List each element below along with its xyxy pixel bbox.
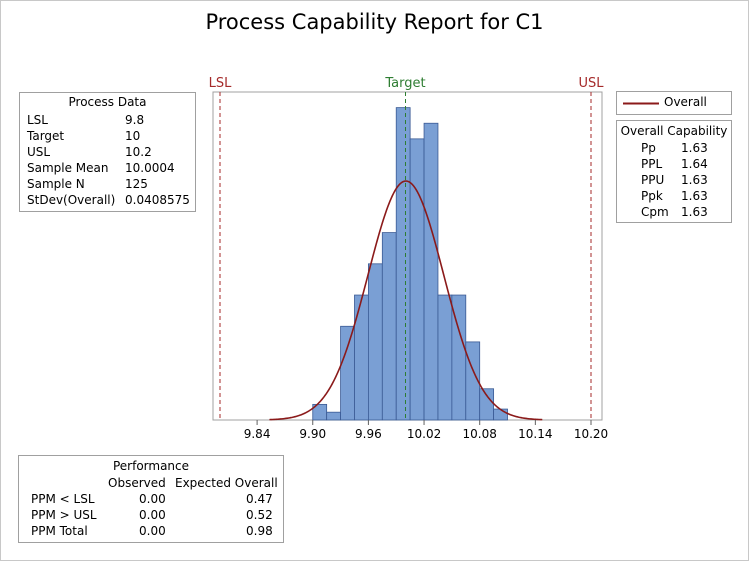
capability-label: PPL xyxy=(641,157,663,171)
process-data-heading: Process Data xyxy=(68,95,147,109)
capability-value: 1.64 xyxy=(681,157,708,171)
histogram-bar xyxy=(409,138,425,421)
performance-expected-value: 0.47 xyxy=(246,492,273,506)
performance-row-label: PPM < LSL xyxy=(31,492,95,506)
process-data-panel: Process Data LSL 9.8 Target 10 USL 10.2 Sam… xyxy=(19,92,196,212)
histogram-bar xyxy=(395,107,411,421)
histogram-bar xyxy=(367,263,383,421)
process-data-value: 10.0004 xyxy=(125,161,175,175)
performance-row-label: PPM > USL xyxy=(31,508,97,522)
performance-row-label: PPM Total xyxy=(31,524,88,538)
reference-label-lsl: LSL xyxy=(209,76,232,91)
capability-label: Pp xyxy=(641,141,656,155)
performance-observed-value: 0.00 xyxy=(139,524,166,538)
process-data-label: LSL xyxy=(27,113,48,127)
histogram-bar xyxy=(354,294,369,421)
performance-observed-value: 0.00 xyxy=(139,492,166,506)
performance-col-expected: Expected Overall xyxy=(175,476,278,490)
reference-lines: LSL Target USL xyxy=(209,76,604,420)
performance-col-observed: Observed xyxy=(108,476,166,490)
capability-value: 1.63 xyxy=(681,141,708,155)
chart-legend: Overall xyxy=(616,91,732,115)
process-data-label: StDev(Overall) xyxy=(27,193,116,207)
x-tick-label: 9.96 xyxy=(355,427,382,441)
histogram-bar xyxy=(381,232,397,421)
performance-panel: Performance Observed Expected Overall PP… xyxy=(18,455,284,543)
x-tick-label: 10.14 xyxy=(518,427,552,441)
process-data-label: Sample Mean xyxy=(27,161,109,175)
process-data-label: USL xyxy=(27,145,51,159)
process-data-value: 9.8 xyxy=(125,113,145,127)
capability-value: 1.63 xyxy=(681,205,708,219)
capability-value: 1.63 xyxy=(681,173,708,187)
process-data-value: 0.0408575 xyxy=(125,193,190,207)
x-tick-label: 10.08 xyxy=(463,427,497,441)
capability-label: Cpm xyxy=(641,205,669,219)
performance-observed-value: 0.00 xyxy=(139,508,166,522)
process-data-value: 10.2 xyxy=(125,145,152,159)
capability-heading: Overall Capability xyxy=(620,124,728,138)
reference-label-target: Target xyxy=(384,76,425,91)
capability-label: Ppk xyxy=(641,189,663,203)
legend-label-overall: Overall xyxy=(664,95,707,109)
legend-line-swatch xyxy=(623,102,659,105)
normal-curve-overall xyxy=(269,180,543,421)
reference-label-usl: USL xyxy=(578,76,604,91)
x-tick-label: 9.84 xyxy=(244,427,271,441)
performance-expected-value: 0.52 xyxy=(246,508,273,522)
process-data-label: Target xyxy=(27,129,65,143)
histogram-bar xyxy=(326,411,341,421)
x-tick-label: 9.90 xyxy=(299,427,326,441)
histogram-bar xyxy=(340,325,355,421)
x-tick-label: 10.02 xyxy=(407,427,441,441)
process-data-value: 10 xyxy=(125,129,141,143)
histogram-bar xyxy=(423,122,439,421)
x-tick-label: 10.20 xyxy=(574,427,608,441)
performance-heading: Performance xyxy=(112,459,190,473)
x-axis-ticks: 9.84 9.90 9.96 10.02 10.08 10.14 10.20 xyxy=(244,420,608,441)
process-data-label: Sample N xyxy=(27,177,85,191)
report-title: Process Capability Report for C1 xyxy=(205,10,544,34)
overall-capability-panel: Overall Capability Pp 1.63 PPL 1.64 PPU … xyxy=(616,120,732,223)
performance-expected-value: 0.98 xyxy=(246,524,273,538)
capability-label: PPU xyxy=(641,173,665,187)
histogram-bars xyxy=(312,107,508,421)
process-data-value: 125 xyxy=(125,177,148,191)
histogram-bar xyxy=(493,408,508,421)
histogram-bar xyxy=(479,388,495,421)
capability-value: 1.63 xyxy=(681,189,708,203)
histogram-bar xyxy=(437,294,453,421)
